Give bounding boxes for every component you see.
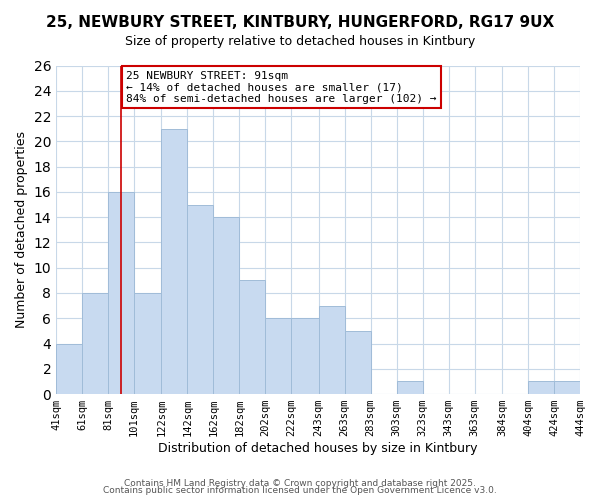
Bar xyxy=(187,204,214,394)
Bar xyxy=(239,280,265,394)
Bar xyxy=(319,306,345,394)
Bar xyxy=(292,318,319,394)
Text: Contains public sector information licensed under the Open Government Licence v3: Contains public sector information licen… xyxy=(103,486,497,495)
Bar xyxy=(265,318,292,394)
Bar xyxy=(82,293,108,394)
Bar xyxy=(214,217,239,394)
Text: Size of property relative to detached houses in Kintbury: Size of property relative to detached ho… xyxy=(125,35,475,48)
X-axis label: Distribution of detached houses by size in Kintbury: Distribution of detached houses by size … xyxy=(158,442,478,455)
Bar xyxy=(108,192,134,394)
Bar xyxy=(161,128,187,394)
Bar xyxy=(528,382,554,394)
Bar xyxy=(554,382,580,394)
Bar xyxy=(134,293,161,394)
Text: 25 NEWBURY STREET: 91sqm
← 14% of detached houses are smaller (17)
84% of semi-d: 25 NEWBURY STREET: 91sqm ← 14% of detach… xyxy=(127,70,437,104)
Text: Contains HM Land Registry data © Crown copyright and database right 2025.: Contains HM Land Registry data © Crown c… xyxy=(124,478,476,488)
Bar xyxy=(397,382,423,394)
Bar xyxy=(56,344,82,394)
Text: 25, NEWBURY STREET, KINTBURY, HUNGERFORD, RG17 9UX: 25, NEWBURY STREET, KINTBURY, HUNGERFORD… xyxy=(46,15,554,30)
Bar xyxy=(345,331,371,394)
Y-axis label: Number of detached properties: Number of detached properties xyxy=(15,132,28,328)
